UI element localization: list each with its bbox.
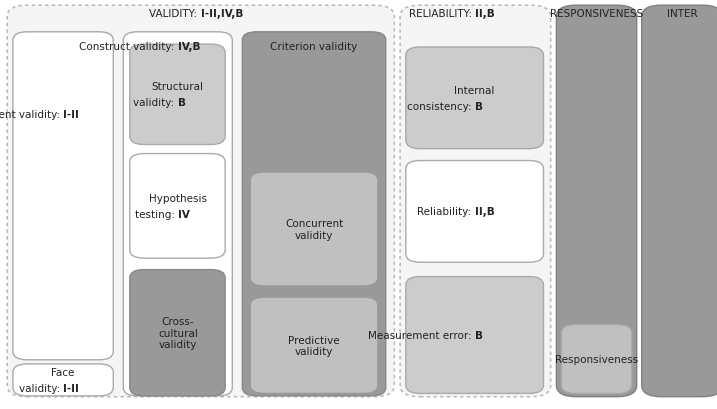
Text: B: B: [178, 98, 186, 108]
Text: Concurrent
validity: Concurrent validity: [285, 219, 343, 240]
Text: Cross-
cultural
validity: Cross- cultural validity: [158, 317, 198, 349]
Text: RELIABILITY:: RELIABILITY:: [409, 9, 475, 19]
Text: VALIDITY:: VALIDITY:: [149, 9, 201, 19]
FancyBboxPatch shape: [250, 297, 378, 393]
Text: Predictive
validity: Predictive validity: [288, 335, 340, 356]
FancyBboxPatch shape: [250, 173, 378, 286]
FancyBboxPatch shape: [130, 154, 225, 258]
Text: Structural: Structural: [152, 82, 204, 92]
FancyBboxPatch shape: [400, 6, 551, 397]
Text: Responsiveness: Responsiveness: [555, 354, 638, 364]
Text: I-II,IV,B: I-II,IV,B: [201, 9, 243, 19]
FancyBboxPatch shape: [242, 33, 386, 396]
Text: validity:: validity:: [19, 383, 63, 393]
FancyBboxPatch shape: [406, 161, 543, 263]
FancyBboxPatch shape: [406, 277, 543, 393]
Text: Criterion validity: Criterion validity: [270, 42, 358, 52]
Text: RESPONSIVENESS: RESPONSIVENESS: [550, 9, 643, 19]
Text: IV,B: IV,B: [178, 42, 200, 52]
FancyBboxPatch shape: [556, 6, 637, 397]
FancyBboxPatch shape: [13, 364, 113, 396]
Text: IV: IV: [178, 209, 190, 219]
Text: Reliability:: Reliability:: [417, 207, 475, 217]
Text: B: B: [475, 330, 483, 340]
FancyBboxPatch shape: [561, 325, 632, 393]
Text: Measurement error:: Measurement error:: [368, 330, 475, 340]
Text: validity:: validity:: [133, 98, 178, 108]
FancyBboxPatch shape: [130, 45, 225, 145]
Text: consistency:: consistency:: [407, 101, 475, 111]
Text: INTER: INTER: [667, 9, 697, 19]
Text: Construct validity:: Construct validity:: [79, 42, 178, 52]
Text: Hypothesis: Hypothesis: [149, 194, 206, 204]
FancyBboxPatch shape: [406, 48, 543, 149]
Text: Face: Face: [52, 367, 75, 377]
FancyBboxPatch shape: [7, 6, 394, 397]
Text: II,B: II,B: [475, 9, 495, 19]
FancyBboxPatch shape: [123, 33, 232, 396]
Text: I-II: I-II: [63, 110, 79, 119]
Text: II,B: II,B: [475, 207, 495, 217]
Text: Internal: Internal: [455, 86, 495, 96]
FancyBboxPatch shape: [642, 6, 717, 397]
FancyBboxPatch shape: [130, 270, 225, 396]
Text: testing:: testing:: [135, 209, 178, 219]
Text: B: B: [475, 101, 483, 111]
Text: Content validity:: Content validity:: [0, 110, 63, 119]
FancyBboxPatch shape: [13, 33, 113, 360]
Text: I-II: I-II: [63, 383, 79, 393]
